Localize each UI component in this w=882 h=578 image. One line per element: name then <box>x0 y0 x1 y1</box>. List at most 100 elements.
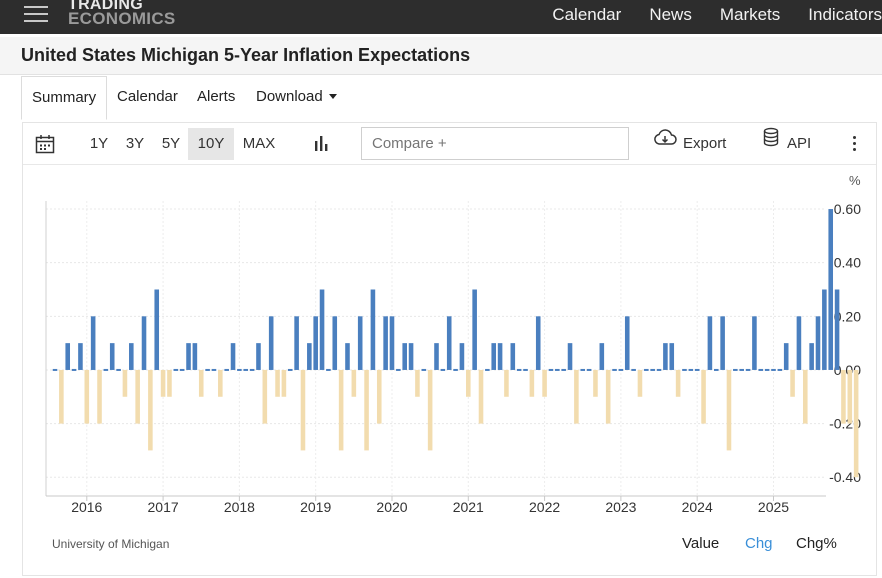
bar <box>287 368 293 371</box>
bar <box>796 316 802 370</box>
bar <box>631 368 636 371</box>
bar <box>599 343 605 370</box>
range-3y-button[interactable]: 3Y <box>125 135 145 152</box>
bar <box>523 368 528 371</box>
bar <box>192 343 198 370</box>
bar <box>561 368 566 371</box>
x-tick-label: 2025 <box>758 499 789 515</box>
tab-download[interactable]: Download <box>256 76 337 120</box>
bar <box>485 368 490 371</box>
bar <box>644 368 649 371</box>
bar <box>376 369 382 424</box>
range-1y-button[interactable]: 1Y <box>89 135 109 152</box>
bar <box>516 368 522 371</box>
bar <box>154 289 160 370</box>
bar <box>230 343 236 370</box>
bar <box>198 369 204 397</box>
range-5y-button[interactable]: 5Y <box>161 135 181 152</box>
bar <box>307 343 312 370</box>
bar <box>237 368 242 371</box>
caret-down-icon <box>328 93 337 99</box>
range-max-button[interactable]: MAX <box>242 135 276 152</box>
tab-calendar[interactable]: Calendar <box>117 88 178 105</box>
bar <box>135 369 140 424</box>
bar <box>783 343 789 370</box>
bar <box>739 368 744 371</box>
bar <box>275 369 280 397</box>
bar <box>650 368 655 371</box>
bar <box>548 368 554 371</box>
calendar-icon[interactable] <box>35 134 55 159</box>
mode-chg-button[interactable]: Chg <box>745 535 773 552</box>
bar <box>218 369 223 397</box>
tab-summary[interactable]: Summary <box>21 76 108 120</box>
bar <box>688 368 694 371</box>
nav-link-calendar[interactable]: Calendar <box>552 5 622 24</box>
site-logo[interactable]: TRADING ECONOMICS <box>68 0 176 27</box>
bar <box>97 369 102 424</box>
y-tick-label: -0.40 <box>829 469 861 485</box>
chart-type-icon[interactable] <box>313 135 329 158</box>
bar <box>733 368 738 371</box>
bar <box>408 343 414 370</box>
bar <box>453 368 458 371</box>
bar <box>656 368 662 371</box>
bar <box>478 369 484 424</box>
bar <box>129 343 134 370</box>
tab-alerts[interactable]: Alerts <box>197 88 236 105</box>
bar <box>828 209 834 370</box>
mode-chgpct-button[interactable]: Chg% <box>796 535 837 552</box>
bar <box>847 369 853 424</box>
compare-input[interactable] <box>361 127 629 160</box>
bar <box>567 343 573 370</box>
nav-link-indicators[interactable]: Indicators <box>808 5 882 24</box>
x-tick-label: 2016 <box>71 499 102 515</box>
bar <box>580 368 586 371</box>
bar <box>542 369 547 397</box>
bar <box>281 369 287 397</box>
source-label: University of Michigan <box>52 537 170 551</box>
bar <box>726 369 732 451</box>
bar <box>707 316 713 370</box>
range-10y-button[interactable]: 10Y <box>188 128 234 160</box>
bar <box>402 343 407 370</box>
nav-link-markets[interactable]: Markets <box>719 5 781 24</box>
bar <box>71 368 77 371</box>
bar <box>758 368 764 371</box>
hamburger-menu-icon[interactable] <box>24 4 48 24</box>
more-options-icon[interactable] <box>853 136 857 154</box>
bar <box>663 343 668 370</box>
logo-line-1: TRADING <box>68 0 143 13</box>
bar <box>535 316 541 370</box>
bar <box>268 316 274 370</box>
bar <box>612 368 617 371</box>
export-button[interactable]: Export <box>653 128 733 160</box>
bar <box>497 343 503 370</box>
bar <box>396 368 401 371</box>
bar <box>745 368 751 371</box>
bar <box>771 368 776 371</box>
x-tick-label: 2021 <box>453 499 484 515</box>
bar <box>351 369 357 397</box>
bar <box>618 368 624 371</box>
bar <box>205 368 210 371</box>
api-button[interactable]: API <box>763 127 823 160</box>
bar <box>669 343 675 370</box>
nav-link-news[interactable]: News <box>649 5 692 24</box>
bar <box>510 343 516 370</box>
bar <box>802 369 808 424</box>
bar <box>357 316 363 370</box>
bar <box>345 343 350 370</box>
title-bar: United States Michigan 5-Year Inflation … <box>0 37 882 75</box>
bar <box>109 343 115 370</box>
mode-value-button[interactable]: Value <box>682 535 720 552</box>
bar <box>383 316 388 370</box>
top-nav-links: Calendar News Markets Indicators <box>524 0 882 30</box>
bar <box>300 369 306 451</box>
bar <box>472 289 477 370</box>
bar <box>675 369 681 397</box>
bar <box>326 368 331 371</box>
top-nav-bar: TRADING ECONOMICS Calendar News Markets … <box>0 0 882 34</box>
bar <box>822 289 827 370</box>
